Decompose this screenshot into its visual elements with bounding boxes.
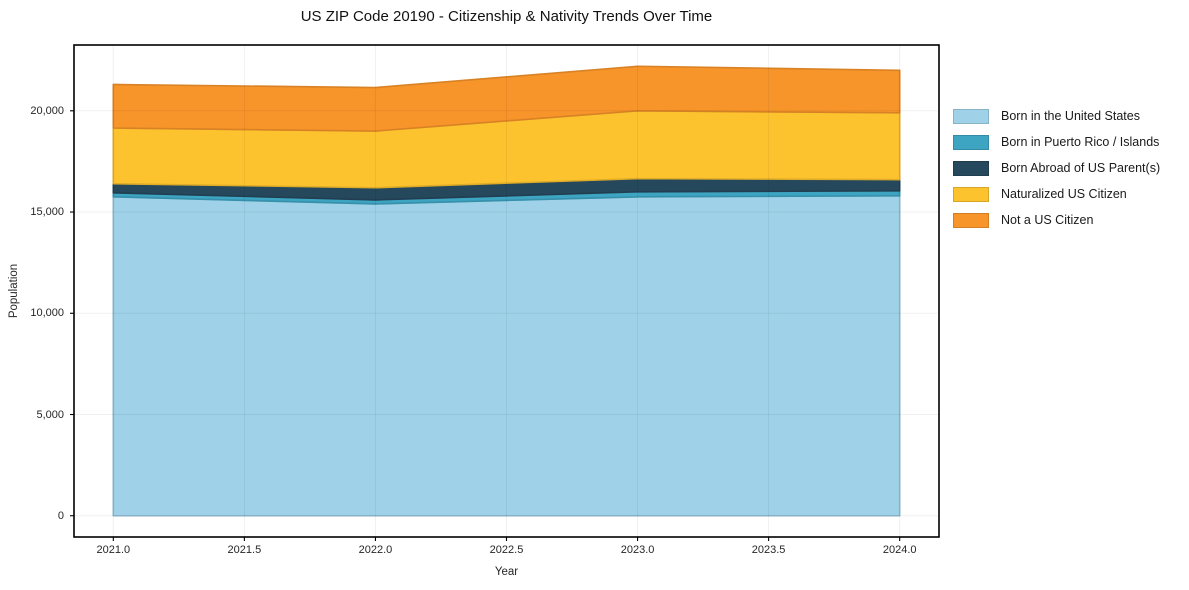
legend: Born in the United States Born in Puerto … — [953, 103, 1160, 233]
y-tick-label: 0 — [57, 509, 64, 522]
x-tick-label: 2022.0 — [358, 544, 393, 556]
legend-item-born-abroad-of-us-parent-s: Born Abroad of US Parent(s) — [953, 155, 1160, 181]
legend-label: Born in the United States — [1001, 109, 1140, 123]
y-tick-label: 20,000 — [30, 104, 64, 117]
area-not-a-us-citizen — [112, 65, 901, 132]
legend-item-naturalized-us-citizen: Naturalized US Citizen — [953, 181, 1160, 207]
y-tick-label: 5,000 — [36, 408, 64, 421]
x-tick-label: 2023.5 — [751, 544, 786, 556]
legend-swatch — [953, 134, 989, 150]
x-tick-label: 2023.0 — [620, 544, 655, 556]
y-tick-label: 15,000 — [30, 206, 64, 219]
legend-label: Not a US Citizen — [1001, 213, 1094, 227]
legend-label: Born in Puerto Rico / Islands — [1001, 135, 1160, 149]
x-tick-label: 2021.5 — [227, 544, 262, 556]
y-tick-label: 10,000 — [30, 307, 64, 320]
chart-title: US ZIP Code 20190 - Citizenship & Nativi… — [300, 8, 713, 25]
x-axis-label: Year — [494, 566, 519, 578]
legend-label: Born Abroad of US Parent(s) — [1001, 161, 1161, 175]
x-tick-label: 2021.0 — [96, 544, 131, 556]
plot-area — [70, 44, 940, 541]
legend-swatch — [953, 212, 989, 228]
legend-swatch — [953, 186, 989, 202]
x-tick-label: 2024.0 — [882, 544, 917, 556]
legend-item-born-in-the-united-states: Born in the United States — [953, 103, 1160, 129]
legend-item-not-a-us-citizen: Not a US Citizen — [953, 207, 1160, 233]
legend-swatch — [953, 160, 989, 176]
legend-item-born-in-puerto-rico-islands: Born in Puerto Rico / Islands — [953, 129, 1160, 155]
legend-label: Naturalized US Citizen — [1001, 187, 1127, 201]
legend-swatch — [953, 108, 989, 124]
x-tick-label: 2022.5 — [489, 544, 524, 556]
